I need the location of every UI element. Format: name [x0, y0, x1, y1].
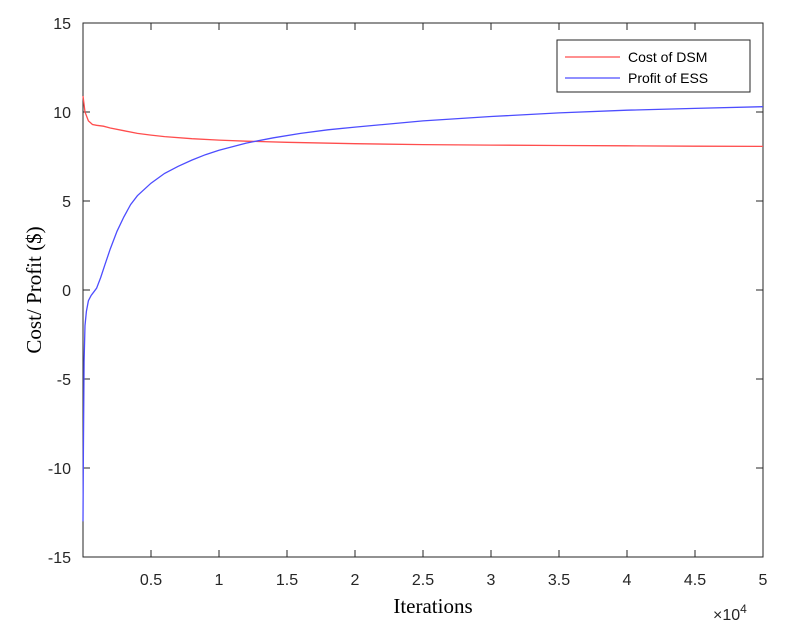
legend-label-1: Cost of DSM — [628, 49, 707, 65]
series-line-2 — [82, 106, 764, 522]
y-tick-label: 10 — [53, 105, 71, 122]
y-tick-label: -10 — [48, 461, 71, 478]
series-line-1 — [82, 95, 764, 148]
x-tick-label: 4 — [623, 572, 632, 589]
legend-box — [556, 39, 751, 93]
x-exponent-base: ×10 — [713, 607, 740, 624]
y-tick-label: 5 — [62, 194, 71, 211]
y-axis: -15 -10 -5 0 5 10 15 — [48, 16, 763, 567]
x-tick-label: 3 — [487, 572, 496, 589]
y-tick-label: 15 — [53, 16, 71, 33]
y-tick-label: 0 — [62, 283, 71, 300]
legend: Cost of DSM Profit of ESS — [556, 39, 751, 93]
x-exponent-label: ×104 — [713, 602, 747, 624]
x-axis-title: Iterations — [393, 594, 472, 618]
y-axis-title: Cost/ Profit ($) — [22, 226, 46, 353]
svg-text:×104: ×104 — [713, 602, 747, 624]
x-tick-label: 5 — [759, 572, 768, 589]
y-tick-label: -15 — [48, 550, 71, 567]
x-tick-label: 2 — [351, 572, 360, 589]
x-exponent-power: 4 — [740, 602, 747, 616]
plot-area — [82, 22, 764, 558]
y-tick-label: -5 — [57, 372, 71, 389]
x-tick-label: 1.5 — [276, 572, 298, 589]
legend-label-2: Profit of ESS — [628, 70, 708, 86]
x-tick-label: 1 — [215, 572, 224, 589]
x-tick-label: 0.5 — [140, 572, 162, 589]
x-axis: 0.5 1 1.5 2 2.5 3 3.5 4 4.5 5 — [140, 23, 768, 589]
series-lines — [82, 95, 764, 522]
x-tick-label: 2.5 — [412, 572, 434, 589]
x-tick-label: 3.5 — [548, 572, 570, 589]
x-tick-label: 4.5 — [684, 572, 706, 589]
